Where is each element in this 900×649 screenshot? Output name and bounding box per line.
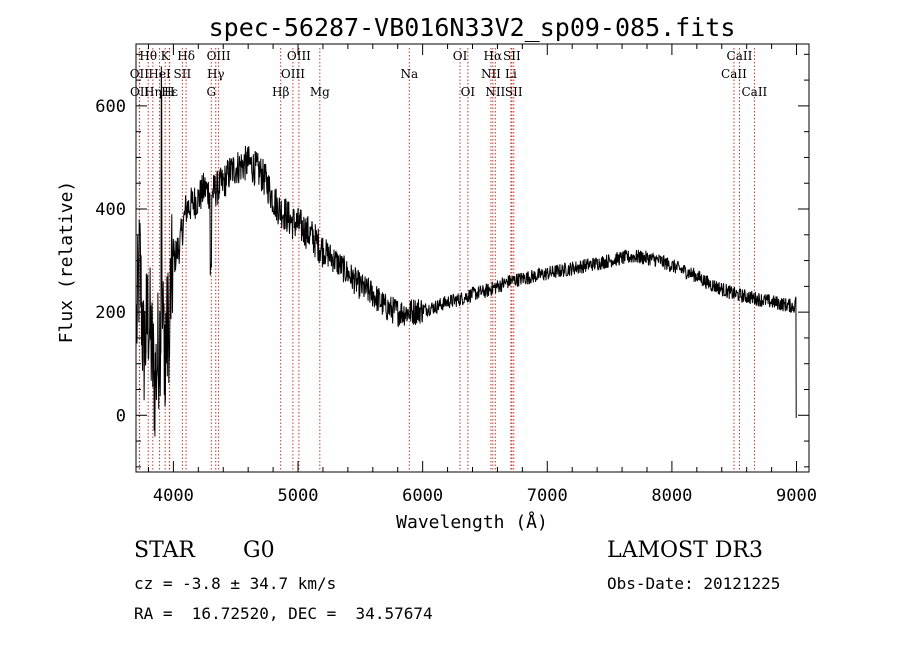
- line-label: Hε: [161, 85, 178, 99]
- line-label: OI: [453, 49, 468, 63]
- line-label: Mg: [310, 85, 330, 99]
- emission-line-markers: [138, 48, 755, 472]
- y-tick-label: 200: [95, 303, 126, 323]
- x-tick-label: 5000: [278, 486, 319, 506]
- line-label: Hγ: [207, 67, 225, 81]
- line-label: Li: [505, 67, 517, 81]
- line-label: K: [161, 49, 171, 63]
- line-label: Na: [400, 67, 418, 81]
- line-label: G: [206, 85, 216, 99]
- y-tick-label: 400: [95, 200, 126, 220]
- y-tick-labels: 0 200 400 600: [95, 97, 126, 426]
- x-tick-labels: 4000 5000 6000 7000 8000 9000: [153, 486, 817, 506]
- line-label: H: [164, 85, 174, 99]
- chart-title: spec-56287-VB016N33V2_sp09-085.fits: [209, 13, 736, 42]
- x-tick-label: 9000: [776, 486, 817, 506]
- line-label: NII: [481, 67, 501, 81]
- line-label: CaII: [727, 49, 753, 63]
- x-tick-label: 8000: [651, 486, 692, 506]
- axis-ticks: [136, 44, 809, 472]
- line-label: OII: [130, 85, 150, 99]
- line-label: Hβ: [272, 85, 289, 99]
- y-axis-label: Flux (relative): [56, 181, 77, 344]
- line-label: CaII: [741, 85, 767, 99]
- observation-date: Obs-Date: 20121225: [607, 574, 781, 593]
- redshift-value: cz = -3.8 ± 34.7 km/s: [134, 574, 337, 593]
- plot-frame: [135, 43, 810, 473]
- line-label: SII: [503, 49, 521, 63]
- line-label: HeI: [148, 67, 171, 81]
- x-axis-label: Wavelength (Å): [396, 511, 548, 533]
- object-class: STAR: [134, 538, 195, 563]
- line-label: SII: [505, 85, 523, 99]
- spectrum-line: [136, 66, 797, 437]
- y-tick-label: 0: [116, 406, 126, 426]
- line-label: Hδ: [177, 49, 195, 63]
- line-label: OIII: [287, 49, 311, 63]
- x-tick-label: 6000: [402, 486, 443, 506]
- line-label: OIII: [281, 67, 305, 81]
- line-label: NII: [485, 85, 505, 99]
- survey-name: LAMOST DR3: [607, 538, 763, 563]
- line-label: Hη: [144, 85, 162, 99]
- sky-coordinates: RA = 16.72520, DEC = 34.57674: [134, 604, 433, 623]
- line-label: OII: [130, 67, 150, 81]
- emission-line-labels: OII OII Hθ Hη HeI K HHε SII Hδ G Hγ OIII Hβ OIII OIII M…: [130, 49, 768, 99]
- line-label: Hθ: [139, 49, 157, 63]
- line-label: Hα: [484, 49, 503, 63]
- x-tick-label: 7000: [527, 486, 568, 506]
- x-tick-label: 4000: [153, 486, 194, 506]
- spectrum-trace: [136, 66, 797, 437]
- spectral-subclass: G0: [243, 538, 275, 563]
- line-label: OIII: [207, 49, 231, 63]
- line-label: OI: [461, 85, 476, 99]
- y-tick-label: 600: [95, 97, 126, 117]
- line-label: SII: [174, 67, 192, 81]
- line-label: CaII: [721, 67, 747, 81]
